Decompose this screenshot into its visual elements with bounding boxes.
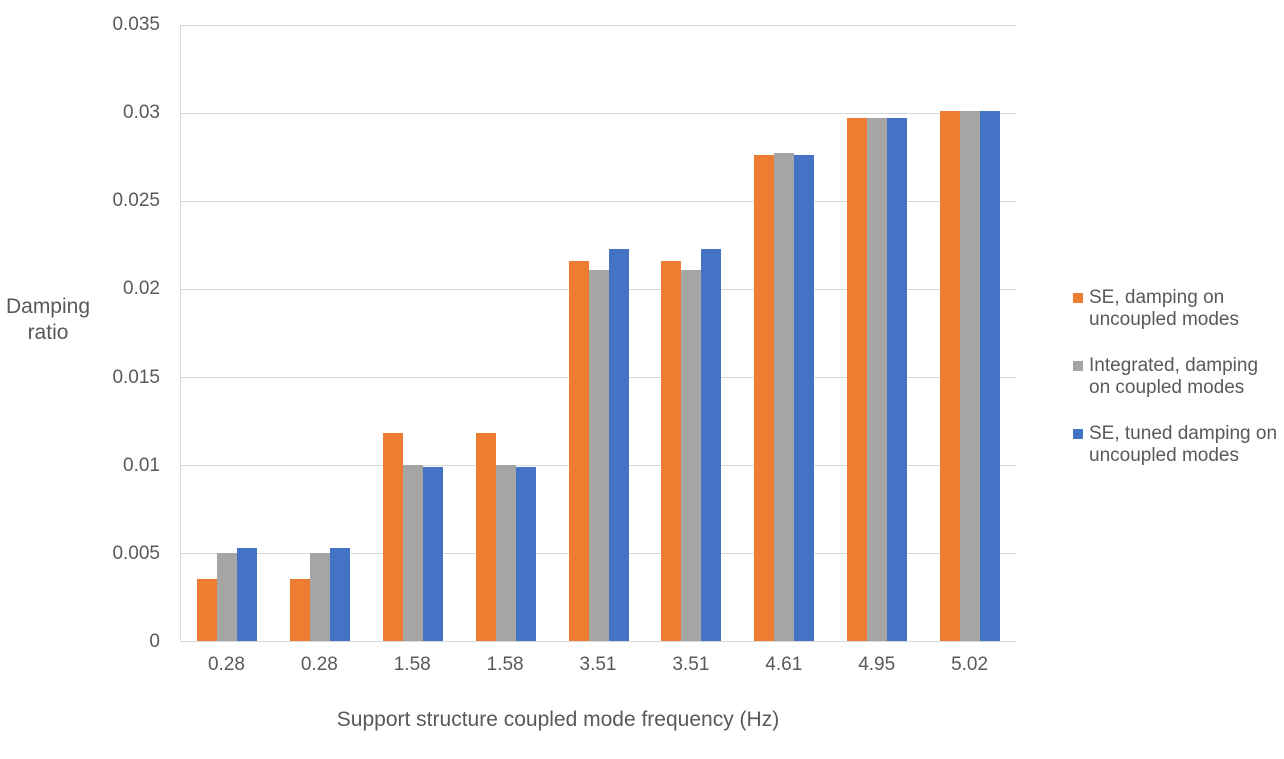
bar [866, 118, 887, 641]
y-tick-label: 0.025 [112, 190, 160, 212]
y-tick-label: 0 [149, 631, 160, 652]
x-tick-label: 5.02 [951, 654, 989, 675]
legend: SE, damping on uncoupled modes Integrated… [1073, 287, 1279, 491]
x-tick-label: 1.58 [393, 654, 431, 675]
legend-swatch-icon [1073, 361, 1083, 371]
y-tick-label: 0.015 [112, 366, 160, 388]
bar [330, 547, 351, 641]
gridline [181, 201, 1016, 202]
y-axis-tick-labels: 0.035 0.03 0.025 0.02 0.015 0.01 0.005 0 [0, 15, 160, 652]
bar [588, 269, 609, 641]
bar [310, 553, 331, 641]
bar-group [552, 25, 645, 641]
bar [290, 579, 311, 641]
y-axis-title: Damping ratio [5, 295, 91, 344]
legend-label: SE, damping on uncoupled modes [1089, 287, 1239, 330]
x-tick-label: 3.51 [579, 654, 617, 675]
x-tick-label: 3.51 [672, 654, 710, 675]
bar [701, 248, 722, 641]
y-tick-label: 0.01 [123, 454, 160, 476]
bar [568, 260, 589, 641]
legend-label: SE, tuned damping on uncoupled modes [1089, 423, 1278, 466]
bar-group [459, 25, 552, 641]
bar [197, 579, 218, 641]
legend-label: Integrated, damping on coupled modes [1089, 355, 1259, 398]
legend-entry: SE, tuned damping on uncoupled modes [1073, 423, 1279, 467]
bar [217, 553, 238, 641]
y-tick-label: 0.02 [123, 278, 160, 300]
bar [886, 118, 907, 641]
bar [237, 547, 258, 641]
x-axis-title: Support structure coupled mode frequency… [336, 708, 780, 731]
bar-group [645, 25, 738, 641]
bar [495, 465, 516, 641]
bar [939, 111, 960, 641]
y-tick-label: 0.005 [112, 542, 160, 564]
bar [422, 466, 443, 641]
plot-area [180, 25, 1016, 642]
bar [515, 466, 536, 641]
x-tick-label: 4.61 [765, 654, 803, 675]
bar [608, 248, 629, 641]
bar [661, 260, 682, 641]
bar [382, 433, 403, 641]
bar-group [181, 25, 274, 641]
legend-entry: SE, damping on uncoupled modes [1073, 287, 1279, 331]
legend-entry: Integrated, damping on coupled modes [1073, 355, 1279, 399]
bar-group [923, 25, 1016, 641]
bar-group [830, 25, 923, 641]
legend-swatch-icon [1073, 429, 1083, 439]
x-tick-label: 0.28 [300, 654, 338, 675]
bar [794, 155, 815, 641]
bar [979, 111, 1000, 641]
bar [774, 153, 795, 641]
bar-group [367, 25, 460, 641]
x-tick-label: 4.95 [858, 654, 896, 675]
bar [846, 118, 867, 641]
gridline [181, 113, 1016, 114]
y-tick-label: 0.035 [112, 14, 160, 35]
legend-swatch-icon [1073, 293, 1083, 303]
x-tick-label: 1.58 [486, 654, 524, 675]
gridline [181, 25, 1016, 26]
bar [754, 155, 775, 641]
x-tick-label: 0.28 [207, 654, 245, 675]
x-axis-tick-labels: 0.28 0.28 1.58 1.58 3.51 3.51 4.61 4.95 5.02 [180, 655, 1016, 675]
y-tick-label: 0.03 [123, 102, 160, 124]
bar [475, 433, 496, 641]
bar-groups [181, 25, 1016, 641]
bar [402, 465, 423, 641]
bar-group [738, 25, 831, 641]
bar [959, 111, 980, 641]
bar [681, 269, 702, 641]
bar-group [274, 25, 367, 641]
